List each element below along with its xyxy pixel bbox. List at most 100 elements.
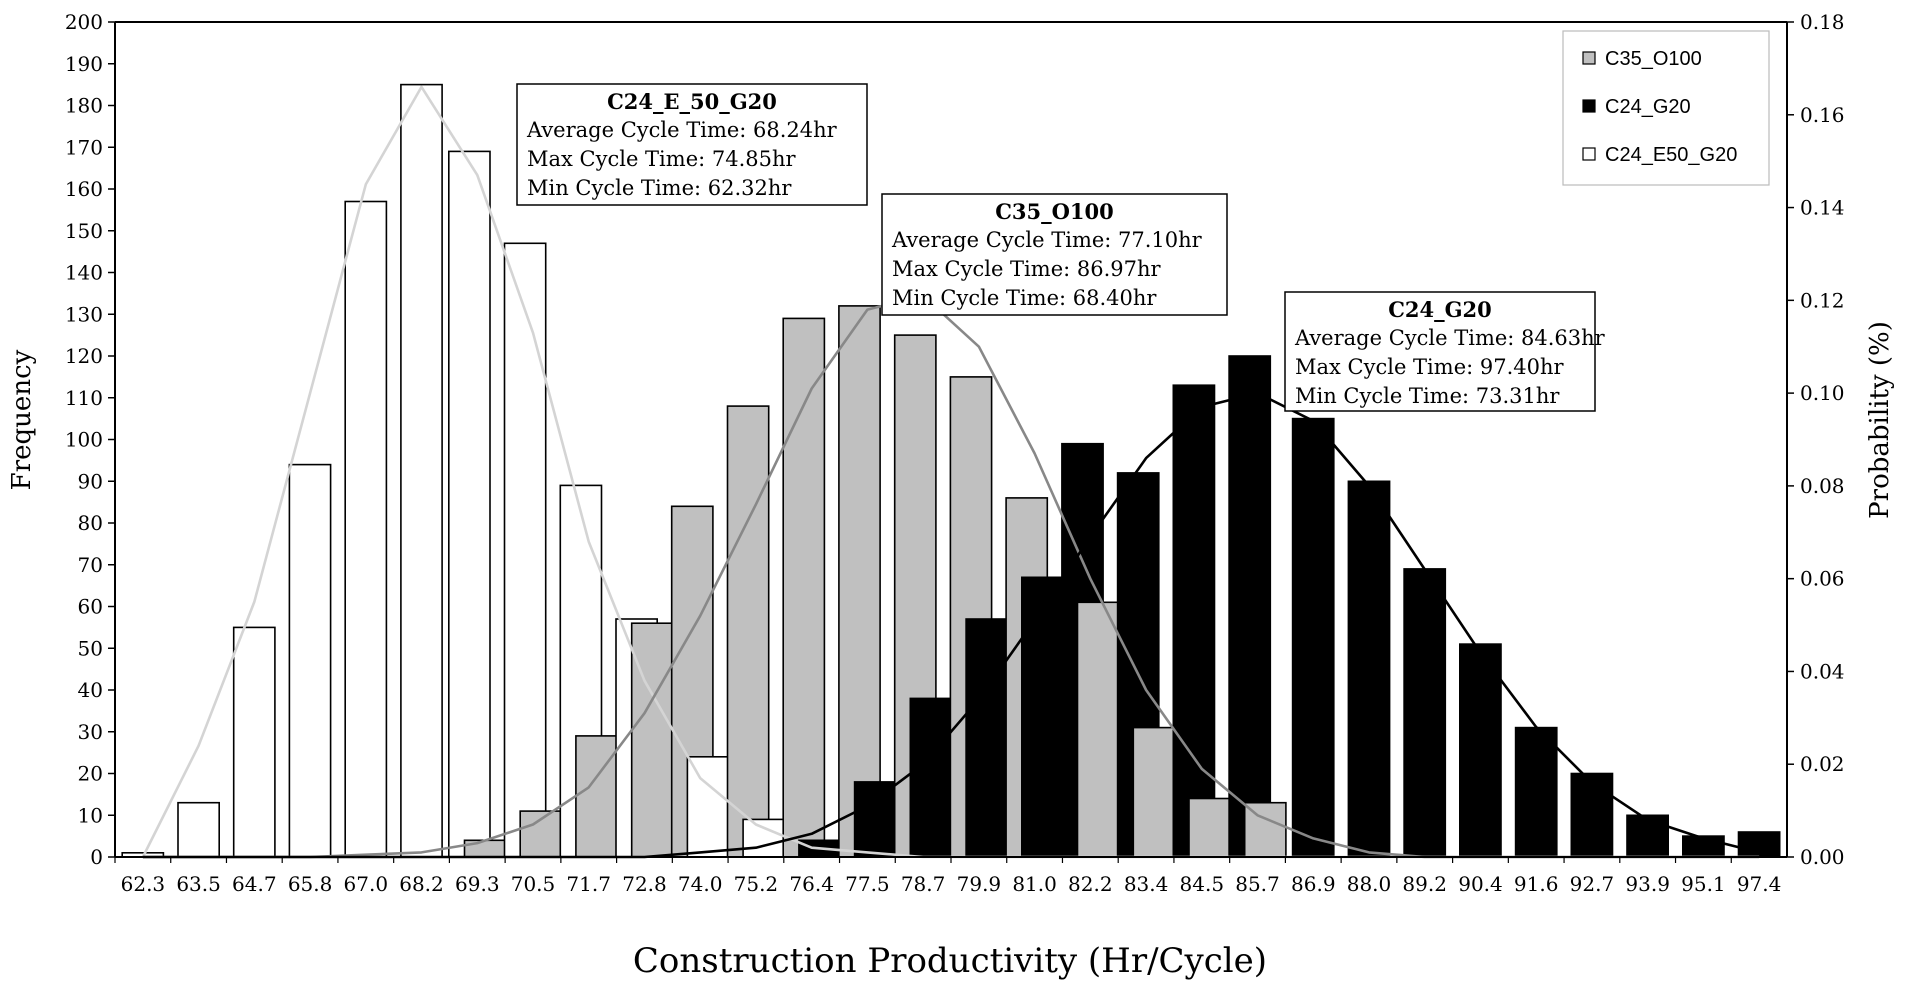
x-tick-label: 90.4	[1458, 872, 1503, 896]
annotation-line: Max Cycle Time: 74.85hr	[527, 147, 797, 171]
annotation-title: C24_G20	[1388, 297, 1492, 322]
annotation-line: Max Cycle Time: 97.40hr	[1295, 355, 1565, 379]
y-tick-label: 50	[78, 636, 103, 660]
x-tick-label: 76.4	[789, 872, 834, 896]
x-axis-title: Construction Productivity (Hr/Cycle)	[633, 941, 1267, 981]
bar-C24_G20-78.7	[909, 697, 953, 858]
x-tick-label: 84.5	[1180, 872, 1225, 896]
annotation-title: C24_E_50_G20	[607, 89, 777, 114]
y-tick-label: 140	[65, 261, 103, 285]
y-tick-label: 100	[65, 428, 103, 452]
y-tick-label: 0	[90, 845, 103, 869]
y2-tick-label: 0.12	[1800, 288, 1845, 312]
bar-C24_G20-92.7	[1570, 772, 1614, 858]
bar-C24_E50_G20-70.5	[503, 242, 547, 858]
x-tick-label: 64.7	[232, 872, 277, 896]
annotation-line: Min Cycle Time: 68.40hr	[892, 286, 1157, 310]
bar-C35_O100-72.8	[630, 622, 674, 858]
legend-swatch-C35_O100	[1582, 51, 1596, 65]
bar-C35_O100-82.2	[1076, 601, 1120, 858]
bar-C24_G20-79.9	[965, 618, 1009, 858]
y2-tick-label: 0.18	[1800, 10, 1845, 34]
x-tick-label: 78.7	[901, 872, 946, 896]
bar-C35_O100-77.5	[838, 305, 881, 858]
bar-C24_G20-88.0	[1347, 480, 1391, 858]
axes-layer: 0 10 20 30 40 50 60 70 80 90 100 110 120 130 140 150 160…	[65, 10, 1845, 896]
bar-C35_O100-76.4	[782, 317, 826, 858]
annotation-line: Min Cycle Time: 73.31hr	[1295, 384, 1560, 408]
annotation-frame	[1284, 291, 1596, 412]
legend-label-C35_O100: C35_O100	[1605, 48, 1702, 70]
x-tick-label: 86.9	[1291, 872, 1336, 896]
bar-C24_E50_G20-65.8	[288, 463, 332, 858]
x-tick-label: 92.7	[1570, 872, 1615, 896]
bar-C24_E50_G20-64.7	[232, 626, 276, 858]
y-tick-label: 60	[78, 595, 103, 619]
y2-tick-label: 0.16	[1800, 103, 1845, 127]
annotation-box-2: C24_G20 Average Cycle Time: 84.63hr Max Cy…	[1284, 291, 1606, 412]
y-tick-label: 80	[78, 511, 103, 535]
bar-C24_G20-81.0	[1020, 576, 1064, 858]
bar-C24_G20-97.4	[1737, 831, 1781, 858]
annotations-layer: C24_E_50_G20 Average Cycle Time: 68.24hr M…	[516, 83, 1606, 412]
annotation-line: Max Cycle Time: 86.97hr	[892, 257, 1162, 281]
x-tick-label: 63.5	[176, 872, 221, 896]
bar-C24_G20-86.9	[1291, 417, 1335, 858]
y-tick-label: 10	[78, 803, 103, 827]
y-tick-label: 30	[78, 720, 103, 744]
y-tick-label: 110	[65, 386, 103, 410]
y-tick-label: 70	[78, 553, 103, 577]
bar-C24_G20-90.4	[1459, 643, 1502, 858]
y2-tick-label: 0.00	[1800, 845, 1845, 869]
annotation-box-0: C24_E_50_G20 Average Cycle Time: 68.24hr M…	[516, 83, 868, 206]
y2-tick-label: 0.04	[1800, 659, 1845, 683]
x-tick-label: 91.6	[1514, 872, 1559, 896]
y-tick-label: 20	[78, 762, 103, 786]
annotation-line: Average Cycle Time: 77.10hr	[891, 228, 1203, 252]
annotation-box-1: C35_O100 Average Cycle Time: 77.10hr Max C…	[881, 193, 1228, 316]
y-tick-label: 120	[65, 344, 103, 368]
x-tick-label: 62.3	[121, 872, 166, 896]
x-tick-label: 82.2	[1068, 872, 1113, 896]
legend-label-C24_G20: C24_G20	[1605, 96, 1691, 118]
y-tick-label: 160	[65, 177, 103, 201]
bar-C24_E50_G20-69.3	[447, 150, 491, 858]
bar-C24_G20-89.2	[1403, 568, 1447, 858]
bar-C35_O100-71.7	[575, 735, 618, 858]
x-tick-label: 81.0	[1012, 872, 1057, 896]
bars-layer	[121, 83, 1781, 858]
y-tick-label: 40	[78, 678, 103, 702]
legend-frame	[1562, 30, 1770, 186]
x-tick-label: 74.0	[678, 872, 723, 896]
y-tick-label: 130	[65, 302, 103, 326]
x-tick-label: 67.0	[344, 872, 389, 896]
x-tick-label: 69.3	[455, 872, 500, 896]
x-tick-label: 88.0	[1347, 872, 1392, 896]
y-tick-label: 180	[65, 94, 103, 118]
bar-C24_E50_G20-74.0	[686, 755, 730, 858]
legend: C35_O100 C24_G20 C24_E50_G20	[1562, 30, 1770, 186]
annotation-frame	[881, 193, 1228, 316]
bar-C24_E50_G20-63.5	[177, 801, 221, 858]
x-tick-label: 65.8	[288, 872, 333, 896]
x-tick-label: 85.7	[1235, 872, 1280, 896]
bar-C24_G20-91.6	[1514, 726, 1558, 858]
y2-tick-label: 0.10	[1800, 381, 1845, 405]
x-tick-label: 97.4	[1737, 872, 1782, 896]
x-tick-label: 70.5	[511, 872, 556, 896]
bar-C24_E50_G20-68.2	[400, 83, 443, 858]
y-tick-label: 200	[65, 10, 103, 34]
bar-C24_G20-93.9	[1626, 814, 1670, 858]
y-tick-label: 190	[65, 52, 103, 76]
annotation-title: C35_O100	[995, 199, 1114, 224]
y2-tick-label: 0.14	[1800, 196, 1845, 220]
x-tick-label: 83.4	[1124, 872, 1169, 896]
bar-C24_G20-77.5	[853, 781, 897, 858]
x-tick-label: 93.9	[1625, 872, 1670, 896]
annotation-line: Min Cycle Time: 62.32hr	[527, 176, 792, 200]
x-tick-label: 72.8	[622, 872, 667, 896]
legend-label-C24_E50_G20: C24_E50_G20	[1605, 144, 1737, 166]
bar-C35_O100-83.4	[1132, 726, 1176, 858]
annotation-line: Average Cycle Time: 84.63hr	[1294, 326, 1606, 350]
